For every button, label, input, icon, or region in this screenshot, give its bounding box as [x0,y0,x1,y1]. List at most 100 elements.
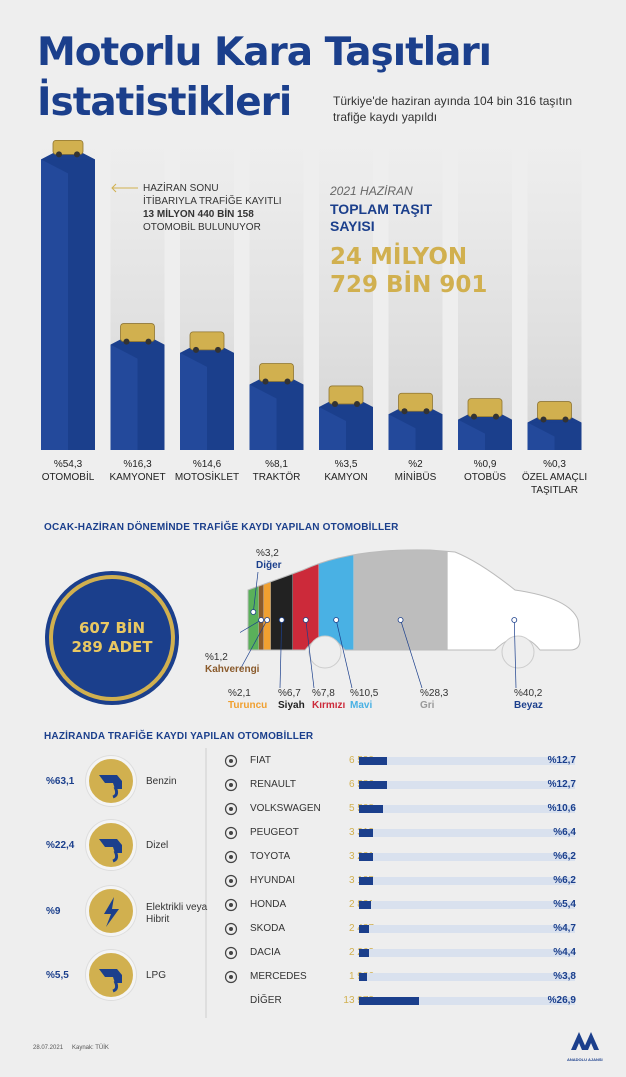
fuel-nozzle-icon [86,820,136,870]
brand-bar-track [359,925,575,933]
brand-bar-track [359,781,575,789]
color-pct: %1,2 [205,652,228,663]
fuel-pct-3: %9 [46,906,61,917]
color-name: Beyaz [514,700,543,711]
brand-bar-track [359,853,575,861]
color-name: Kırmızı [312,700,346,711]
page-subtitle: Türkiye'de haziran ayında 104 bin 316 ta… [333,94,573,124]
color-pct: %10,5 [350,688,379,699]
fuel-pct-1: %63,1 [46,776,75,787]
brand-name: RENAULT [250,779,296,790]
title-line-1: Motorlu Kara Taşıtları [37,30,492,75]
color-name: Kahverengi [205,664,260,675]
cars-total-line-1: 607 BİN [78,619,146,637]
brand-bar-track [359,901,575,909]
bar-side-face [249,384,277,450]
color-label-gri: %28,3 Gri [420,688,448,712]
wheel-icon [308,635,342,669]
lightning-icon-glyph [104,897,119,927]
total-period: 2021 HAZİRAN [330,184,413,198]
fuel-name-1: Benzin [146,776,177,787]
color-leader-line [240,619,268,671]
hyundai-logo-icon [224,874,238,888]
minibus-icon [398,392,433,415]
fuel-nozzle-icon-glyph [99,775,122,799]
color-leader-line [305,619,315,689]
brand-bar-fill [359,877,373,885]
lpg-nozzle-icon-glyph [99,969,122,993]
honda-logo-icon [224,898,238,912]
lightning-icon [86,886,136,936]
car-icon [52,140,84,158]
brand-name: PEUGEOT [250,827,299,838]
bar-category-label: OTOMOBİL [41,472,95,483]
fuel-nozzle-icon [86,756,136,806]
brand-bar-track [359,805,575,813]
bar-value-label: %2 [408,459,423,470]
brand-name: HYUNDAI [250,875,296,886]
fiat-logo-icon [224,754,238,768]
total-value: 24 MİLYON 729 BİN 901 [330,243,487,299]
color-pct: %6,7 [278,688,301,699]
color-segment-mavi [318,549,354,651]
total-value-line-2: 729 BİN 901 [330,272,488,298]
peugeot-logo-icon [224,826,238,840]
bar-side-face [110,344,138,450]
wheel-icon [501,635,535,669]
aa-logo-icon [571,1032,599,1050]
car-outline [247,549,581,651]
color-label-kırmızı: %7,8 Kırmızı [312,688,345,712]
brand-share: %12,7 [547,755,576,766]
bar-value-label: %0,9 [473,459,497,470]
fuel-pct-2: %22,4 [46,840,75,851]
brand-count: 13 973 [343,995,374,1006]
van-icon [120,323,155,345]
brand-bar-fill [359,853,373,861]
color-marker [250,609,257,615]
truck-icon [328,385,364,407]
color-label-beyaz: %40,2 Beyaz [514,688,543,712]
brand-bar-fill [359,925,370,933]
section-divider [205,748,207,1018]
fuel-section-title: HAZİRANDA TRAFİĞE KAYDI YAPILAN OTOMOBİL… [44,731,314,742]
color-pct: %2,1 [228,688,251,699]
color-label-turuncu: %2,1 Turuncu [228,688,267,712]
brand-share: %5,4 [553,899,576,910]
car-annotation: HAZİRAN SONU İTİBARIYLA TRAFİĞE KAYITLI … [143,182,303,234]
color-label-kahverengi: %1,2 Kahverengi [205,652,259,676]
bar-value-label: %0,3 [543,459,566,470]
fuel-name-4: LPG [146,970,167,981]
brand-share: %12,7 [547,779,576,790]
bar-category-label: KAMYONET [109,472,166,483]
color-marker [278,617,285,623]
motorcycle-icon [189,331,225,353]
annotation-line-4: OTOMOBİL BULUNUYOR [143,222,261,233]
bar-category-label: MOTOSİKLET [174,472,240,483]
color-name: Gri [420,700,435,711]
bar-side-face [180,352,207,450]
brand-share: %3,8 [553,971,576,982]
fuel-nozzle-icon-glyph [99,839,122,863]
brand-share: %26,9 [547,995,576,1006]
brand-bar-fill [359,781,388,789]
bar-category-label: MİNİBÜS [394,472,437,483]
bar-label-1: %54,3 OTOMOBİL [28,458,108,484]
color-pct: %3,2 [256,548,279,559]
brand-bar-fill [359,829,374,837]
color-pct: %40,2 [514,688,543,699]
color-marker [397,617,404,623]
bar-category-label: OTOBÜS [463,472,507,483]
color-leader-line [513,619,517,689]
bus-icon [467,398,503,420]
brand-share: %6,4 [553,827,576,838]
brand-bar-track [359,829,575,837]
total-label: TOPLAM TAŞIT SAYISI [330,201,433,234]
brand-name: DİĞER [250,995,282,1006]
